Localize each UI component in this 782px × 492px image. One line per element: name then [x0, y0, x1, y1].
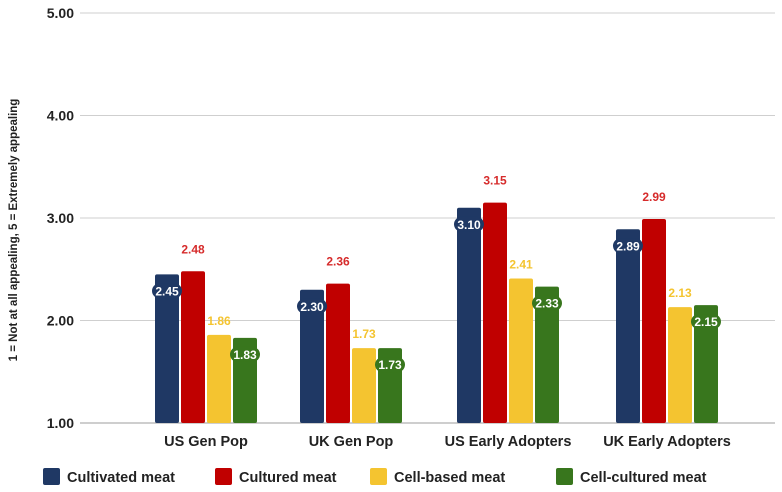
legend-swatch-cell-cultured-meat [556, 468, 573, 485]
bar-cultivated-meat [457, 207, 481, 423]
bar-cell-based-meat [352, 348, 376, 423]
bar-cultivated-meat [155, 274, 179, 423]
data-label-badge [691, 314, 721, 330]
y-tick-label: 4.00 [47, 108, 74, 124]
data-label-cell-based-meat: 2.13 [668, 286, 692, 300]
data-label-badge [230, 346, 260, 362]
data-label-cultivated-meat: 2.45 [155, 284, 179, 298]
data-label-badge [152, 283, 182, 299]
data-label-badge [454, 216, 484, 232]
bar-cultured-meat [642, 219, 666, 423]
legend-label-cultivated-meat: Cultivated meat [67, 470, 175, 486]
data-label-cell-cultured-meat: 2.33 [535, 297, 559, 311]
bar-cultured-meat [326, 283, 350, 423]
legend-swatch-cultured-meat [215, 468, 232, 485]
data-label-badge [532, 295, 562, 311]
data-label-cell-based-meat: 2.41 [509, 257, 533, 271]
legend: Cultivated meat Cultured meat Cell-based m… [43, 468, 707, 486]
bar-cultured-meat [483, 202, 507, 423]
data-label-badge [375, 357, 405, 373]
x-category-label: US Gen Pop [164, 434, 248, 450]
data-labels: 2.45 2.30 3.10 2.89 2.48 2.36 3.15 2.99 1.86 1.73… [152, 174, 721, 373]
bar-cell-based-meat [207, 334, 231, 423]
y-tick-label: 3.00 [47, 210, 74, 226]
bar-cultivated-meat [300, 289, 324, 423]
data-label-cultured-meat: 2.36 [326, 255, 350, 269]
x-category-label: UK Early Adopters [603, 434, 731, 450]
bar-cultivated-meat [616, 229, 640, 423]
data-label-cultivated-meat: 2.30 [300, 300, 324, 314]
x-category-label: UK Gen Pop [309, 434, 394, 450]
x-category-label: US Early Adopters [445, 434, 572, 450]
y-axis-ticks: 1.00 2.00 3.00 4.00 5.00 [47, 5, 74, 431]
legend-label-cell-cultured-meat: Cell-cultured meat [580, 470, 707, 486]
bar-cultured-meat [181, 271, 205, 423]
data-label-cultivated-meat: 3.10 [457, 218, 481, 232]
legend-label-cultured-meat: Cultured meat [239, 470, 337, 486]
category-labels: US Gen Pop UK Gen Pop US Early Adopters UK … [164, 434, 731, 450]
legend-label-cell-based-meat: Cell-based meat [394, 470, 505, 486]
data-label-cell-based-meat: 1.73 [352, 327, 376, 341]
data-label-cell-based-meat: 1.86 [207, 314, 231, 328]
y-tick-label: 5.00 [47, 5, 74, 21]
y-tick-label: 2.00 [47, 313, 74, 329]
y-axis-label: 1 = Not at all appealing, 5 = Extremely … [8, 99, 20, 362]
bar-cell-cultured-meat [535, 286, 559, 423]
bar-cell-based-meat [668, 307, 692, 423]
y-tick-label: 1.00 [47, 415, 74, 431]
data-label-cultured-meat: 3.15 [483, 174, 507, 188]
bar-cell-cultured-meat [694, 305, 718, 423]
bar-cell-based-meat [509, 278, 533, 423]
data-label-cultivated-meat: 2.89 [616, 239, 640, 253]
legend-swatch-cell-based-meat [370, 468, 387, 485]
data-label-cell-cultured-meat: 2.15 [694, 315, 718, 329]
data-label-badge [297, 298, 327, 314]
data-label-cultured-meat: 2.48 [181, 242, 205, 256]
legend-swatch-cultivated-meat [43, 468, 60, 485]
data-label-cultured-meat: 2.99 [642, 190, 666, 204]
data-label-badge [613, 238, 643, 254]
bars [155, 202, 718, 423]
data-label-cell-cultured-meat: 1.83 [233, 348, 257, 362]
data-label-cell-cultured-meat: 1.73 [378, 358, 402, 372]
